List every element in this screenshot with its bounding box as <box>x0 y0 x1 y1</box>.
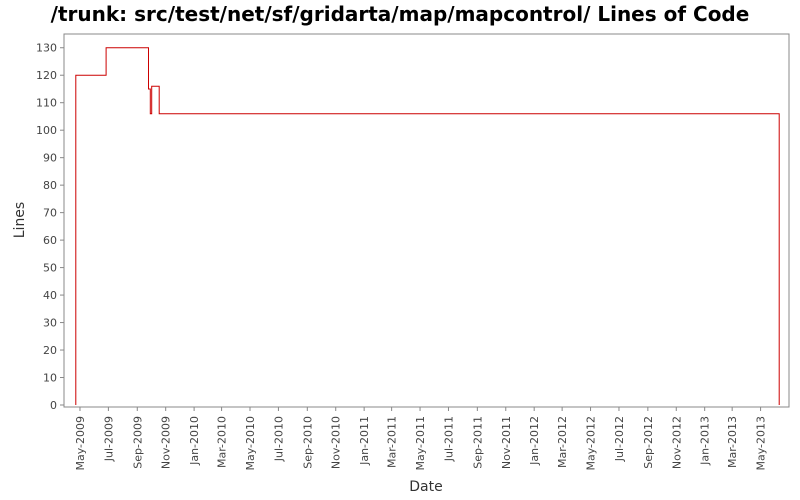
x-tick-label: May-2013 <box>755 416 768 471</box>
y-tick-label: 0 <box>50 399 57 412</box>
y-tick-label: 20 <box>43 344 57 357</box>
x-tick-label: Jan-2011 <box>358 416 371 466</box>
x-tick-label: May-2010 <box>244 416 257 471</box>
y-tick-label: 110 <box>36 97 57 110</box>
x-tick-label: May-2011 <box>414 416 427 471</box>
y-tick-label: 30 <box>43 317 57 330</box>
x-tick-label: Jan-2012 <box>528 416 541 466</box>
x-tick-label: Mar-2012 <box>556 416 569 468</box>
x-tick-label: Sep-2012 <box>642 416 655 469</box>
chart-title: /trunk: src/test/net/sf/gridarta/map/map… <box>50 2 750 26</box>
y-tick-label: 100 <box>36 124 57 137</box>
series-line <box>75 47 780 405</box>
x-axis-label: Date <box>409 479 442 495</box>
x-tick-label: Nov-2009 <box>160 416 173 469</box>
x-tick-label: Jul-2009 <box>102 416 115 462</box>
x-tick-label: May-2009 <box>74 416 87 471</box>
x-tick-label: Jan-2013 <box>699 416 712 466</box>
x-tick-label: Jul-2011 <box>442 416 455 462</box>
y-tick-label: 40 <box>43 289 57 302</box>
y-tick-label: 130 <box>36 42 57 55</box>
x-tick-label: Sep-2011 <box>471 416 484 469</box>
x-tick-label: Mar-2013 <box>726 416 739 468</box>
x-tick-label: Mar-2011 <box>386 416 399 468</box>
y-tick-label: 60 <box>43 234 57 247</box>
x-tick-label: Mar-2010 <box>216 416 229 468</box>
y-axis: 0 10 20 30 40 50 60 70 80 90 100 110 120 130 <box>36 42 64 412</box>
y-tick-label: 70 <box>43 207 57 220</box>
x-tick-label: Nov-2011 <box>500 416 513 469</box>
x-tick-label: Sep-2009 <box>131 416 144 469</box>
x-axis: May-2009 Jul-2009 Sep-2009 Nov-2009 Jan-2010… <box>74 407 768 471</box>
x-tick-label: Nov-2010 <box>330 416 343 469</box>
y-tick-label: 120 <box>36 69 57 82</box>
x-tick-label: Jan-2010 <box>188 416 201 466</box>
x-tick-label: Jul-2012 <box>613 416 626 462</box>
x-tick-label: Sep-2010 <box>301 416 314 469</box>
y-tick-label: 10 <box>43 372 57 385</box>
y-tick-label: 50 <box>43 262 57 275</box>
x-tick-label: Jul-2010 <box>272 416 285 462</box>
x-tick-label: Nov-2012 <box>670 416 683 469</box>
y-tick-label: 90 <box>43 152 57 165</box>
y-axis-label: Lines <box>12 202 28 238</box>
x-tick-label: May-2012 <box>585 416 598 471</box>
y-tick-label: 80 <box>43 179 57 192</box>
plot-area <box>63 33 790 408</box>
